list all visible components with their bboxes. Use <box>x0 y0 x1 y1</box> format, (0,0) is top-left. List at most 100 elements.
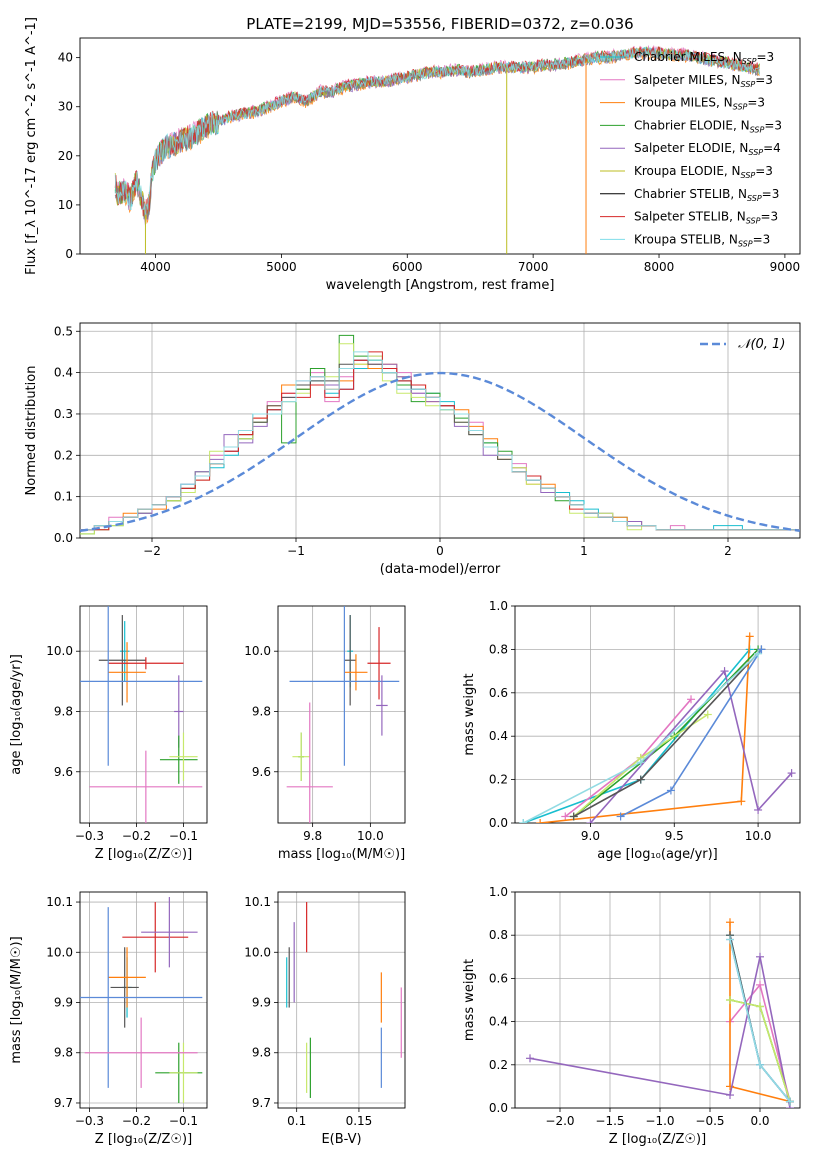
x-tick-label: 7000 <box>518 260 549 274</box>
legend-label-sub: SSP <box>733 103 748 112</box>
y-tick-label: 30 <box>58 100 73 114</box>
axes-frame <box>79 322 801 539</box>
legend-label-sub: SSP <box>748 148 763 157</box>
legend-label-tail: =3 <box>764 118 782 132</box>
legend-label-sub: SSP <box>750 125 765 134</box>
y-tick-label: 0.1 <box>54 490 73 504</box>
legend-label-sub: SSP <box>746 217 761 226</box>
x-tick-label: 10.0 <box>745 829 772 843</box>
weight-series-line <box>564 698 692 818</box>
y-tick-label: 10.1 <box>244 895 271 909</box>
legend-label-tail: =3 <box>755 73 773 87</box>
axes-frame <box>514 605 801 824</box>
x-tick-label: −0.3 <box>75 1114 104 1128</box>
legend-label: Chabrier ELODIE, NSSP=3 <box>634 118 782 134</box>
x-tick-label: −0.1 <box>169 1114 198 1128</box>
errorbar-plot-area <box>286 606 400 823</box>
y-tick-label: 0.0 <box>54 531 73 545</box>
histogram-step-line <box>80 351 800 531</box>
x-tick-label: −0.3 <box>75 829 104 843</box>
x-tick-label: 5000 <box>266 260 297 274</box>
x-axis-label: mass [log₁₀(M/M☉)] <box>278 847 405 862</box>
x-tick-label: 0.0 <box>750 1114 769 1128</box>
y-tick-label: 10.0 <box>46 644 73 658</box>
y-axis-label: mass weight <box>462 959 477 1041</box>
figure-title: PLATE=2199, MJD=53556, FIBERID=0372, z=0… <box>246 15 633 33</box>
weight-series-line <box>589 669 793 823</box>
x-axis-label: (data-model)/error <box>380 562 501 577</box>
weight-plot-area <box>519 632 796 823</box>
weight-vs-age-panel: 9.0 9.5 10.0 0.0 0.2 0.4 0.6 0.8 1.0 age [log₁₀(a… <box>462 599 801 862</box>
x-tick-label: 1 <box>580 544 588 558</box>
weight-series-line <box>540 636 751 823</box>
y-tick-label: 0.3 <box>54 407 73 421</box>
mass-vs-Z-panel: −0.3 −0.2 −0.1 9.7 9.8 9.9 10.0 10.1 Z [log₁₀(Z/… <box>9 891 208 1147</box>
x-tick-label: 10.0 <box>357 829 384 843</box>
y-tick-label: 9.8 <box>252 704 271 718</box>
axes-frame <box>79 891 208 1109</box>
legend-label-sub: SSP <box>738 239 753 248</box>
x-tick-label: 4000 <box>140 260 171 274</box>
legend-label-tail: =3 <box>760 210 778 224</box>
x-axis-label: Z [log₁₀(Z/Z☉)] <box>95 1132 192 1147</box>
y-tick-label: 0.0 <box>489 816 508 830</box>
axes-frame <box>514 891 801 1109</box>
y-axis-label: Normed distribution <box>24 366 39 496</box>
x-tick-label: 8000 <box>644 260 675 274</box>
y-tick-label: 9.8 <box>252 1046 271 1060</box>
legend-label-main: Chabrier MILES, N <box>634 50 742 64</box>
legend-label-tail: =3 <box>755 164 773 178</box>
legend-label: Chabrier STELIB, NSSP=3 <box>634 187 779 203</box>
x-tick-label: 0.1 <box>287 1114 306 1128</box>
y-axis-label: mass [log₁₀(M/M☉)] <box>9 936 24 1063</box>
x-tick-label: 9.8 <box>303 829 322 843</box>
errorbar-plot-area <box>286 902 402 1098</box>
y-tick-label: 0.4 <box>54 366 73 380</box>
axes-frame <box>79 37 801 255</box>
y-tick-label: 9.6 <box>54 765 73 779</box>
x-tick-label: −0.5 <box>695 1114 724 1128</box>
y-tick-label: 0.0 <box>489 1101 508 1115</box>
legend-label-main: Kroupa ELODIE, N <box>634 164 741 178</box>
weight-plot-area <box>526 918 794 1108</box>
age-vs-Z-panel: −0.3 −0.2 −0.1 9.6 9.8 10.0 Z [log₁₀(Z/Z☉)] age… <box>9 605 208 862</box>
y-tick-label: 0.8 <box>489 928 508 942</box>
x-tick-label: −0.2 <box>122 1114 151 1128</box>
legend-label-sub: SSP <box>747 194 762 203</box>
y-tick-label: 9.6 <box>252 765 271 779</box>
y-tick-label: 10.1 <box>46 895 73 909</box>
x-axis-label: Z [log₁₀(Z/Z☉)] <box>609 1132 706 1147</box>
y-axis-label: mass weight <box>462 673 477 755</box>
x-tick-label: −2 <box>143 544 161 558</box>
y-tick-label: 10.0 <box>244 945 271 959</box>
y-tick-label: 0.4 <box>489 1015 508 1029</box>
mass-vs-ebv-panel: 0.1 0.15 9.7 9.8 9.9 10.0 10.1 E(B-V) <box>244 891 406 1147</box>
x-tick-label: −2.0 <box>545 1114 574 1128</box>
spectrum-plot-area <box>114 45 760 254</box>
x-tick-label: 6000 <box>392 260 423 274</box>
legend-label-tail: =3 <box>756 50 774 64</box>
legend-label: Kroupa STELIB, NSSP=3 <box>634 232 770 248</box>
y-tick-label: 1.0 <box>489 599 508 613</box>
x-axis-label: wavelength [Angstrom, rest frame] <box>326 278 555 293</box>
y-axis-label: age [log₁₀(age/yr)] <box>9 654 24 775</box>
x-tick-label: 9.5 <box>665 829 684 843</box>
spectrum-series-line <box>114 46 760 226</box>
legend-label-main: Salpeter ELODIE, N <box>634 141 748 155</box>
y-tick-label: 9.8 <box>54 1046 73 1060</box>
x-axis-label: Z [log₁₀(Z/Z☉)] <box>95 847 192 862</box>
legend-label-tail: =3 <box>762 187 780 201</box>
legend-label: Kroupa ELODIE, NSSP=3 <box>634 164 773 180</box>
residuals-panel: −2 −1 0 1 2 0.0 0.1 0.2 0.3 0.4 0.5 (data-model)/er… <box>24 322 801 577</box>
legend-label: 𝒩(0, 1) <box>738 337 785 352</box>
legend-label-main: Salpeter MILES, N <box>634 73 741 87</box>
y-tick-label: 0.5 <box>54 324 73 338</box>
legend-label: Chabrier MILES, NSSP=3 <box>634 50 774 66</box>
y-tick-label: 9.7 <box>252 1096 271 1110</box>
x-tick-label: −0.1 <box>169 829 198 843</box>
x-tick-label: 0.15 <box>346 1114 373 1128</box>
y-tick-label: 0.6 <box>489 686 508 700</box>
legend-label: Salpeter MILES, NSSP=3 <box>634 73 773 89</box>
x-tick-label: 0 <box>436 544 444 558</box>
